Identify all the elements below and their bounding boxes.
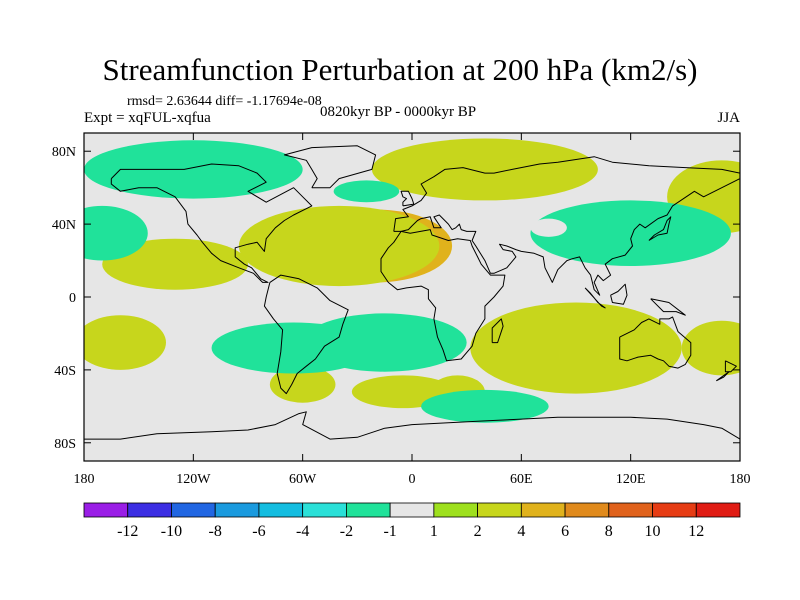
coastline [584, 287, 606, 309]
axes: 180 120W 60W 0 60E 120E 180 80N 40N 0 40S 80S [52, 133, 751, 487]
anomaly-region [84, 205, 148, 261]
colorbar-label: -4 [296, 523, 309, 540]
x-tick-label: 120E [616, 472, 646, 487]
coastline [84, 411, 740, 440]
colorbar-label: -2 [340, 523, 353, 540]
x-tick-label: 180 [730, 472, 751, 487]
coastline [110, 163, 313, 283]
colorbar-swatch [564, 502, 610, 518]
colorbar-swatch [127, 502, 172, 518]
map-panel [84, 133, 740, 461]
colorbar-swatch [477, 502, 522, 518]
colorbar-label: -6 [252, 523, 265, 540]
anomaly-region [470, 302, 682, 394]
colorbar-swatch [695, 502, 741, 518]
coastline [648, 216, 672, 241]
anomaly-region [84, 315, 166, 370]
coastline [610, 283, 628, 305]
colorbar-label: -1 [383, 523, 396, 540]
season-label: JJA [717, 110, 740, 126]
anomaly-region [84, 140, 303, 199]
y-tick-label: 0 [69, 291, 76, 306]
experiment-label: Expt = xqFUL-xqfua [84, 110, 211, 126]
colorbar-label: -10 [161, 523, 182, 540]
colorbar-label: 2 [474, 523, 482, 540]
coastline [716, 371, 730, 382]
colorbar-swatch [389, 502, 435, 518]
anomaly-region [421, 389, 549, 423]
colorbar-swatch [520, 502, 566, 518]
coastline [283, 145, 377, 189]
colorbar-label: 1 [430, 523, 438, 540]
y-tick-label: 40N [52, 218, 76, 233]
anomaly-region [102, 238, 248, 290]
anomaly-region [302, 313, 467, 372]
colorbar-label: 4 [517, 523, 525, 540]
contour-fills [84, 138, 740, 423]
colorbar-swatch [608, 502, 653, 518]
coastline [491, 318, 504, 344]
colorbar-swatch [214, 502, 260, 518]
rmsd-stats: rmsd= 2.63644 diff= -1.17694e-08 [127, 94, 322, 109]
colorbar-swatch [258, 502, 304, 518]
y-tick-label: 80N [52, 145, 76, 160]
period-label: 0820kyr BP - 0000kyr BP [320, 104, 477, 120]
colorbar-swatch [171, 502, 216, 518]
anomaly-region [371, 138, 598, 201]
y-tick-label: 40S [54, 364, 76, 379]
coastline [380, 229, 506, 362]
colorbar-label: -8 [209, 523, 222, 540]
coastline [724, 360, 737, 373]
x-tick-label: 60E [510, 472, 533, 487]
coastline [400, 190, 415, 207]
anomaly-region [681, 320, 740, 376]
colorbar-swatch [652, 502, 697, 518]
colorbar-swatch [433, 502, 479, 518]
x-tick-label: 60W [289, 472, 317, 487]
coastline [263, 274, 349, 395]
coastlines [84, 145, 740, 440]
chart-title: Streamfunction Perturbation at 200 hPa (… [102, 52, 698, 87]
colorbar-swatch [83, 502, 129, 518]
x-tick-label: 120W [176, 472, 211, 487]
neutral-region [530, 218, 567, 237]
colorbar-swatch [345, 502, 391, 518]
anomaly-region [238, 205, 440, 287]
coastline [619, 316, 692, 369]
colorbar-label: 6 [561, 523, 569, 540]
anomaly-region [530, 200, 731, 267]
anomaly-region [333, 180, 400, 203]
coastline [393, 156, 740, 296]
colorbar-label: -12 [117, 523, 138, 540]
colorbar: -12 -10 -8 -6 -4 -2 -1 1 2 4 6 8 10 12 [83, 502, 741, 540]
colorbar-swatch [302, 502, 347, 518]
colorbar-label: 12 [688, 523, 704, 540]
colorbar-label: 8 [605, 523, 613, 540]
x-tick-label: 0 [409, 472, 416, 487]
y-tick-label: 80S [54, 437, 76, 452]
coastline [650, 298, 686, 316]
colorbar-label: 10 [645, 523, 661, 540]
x-tick-label: 180 [74, 472, 95, 487]
